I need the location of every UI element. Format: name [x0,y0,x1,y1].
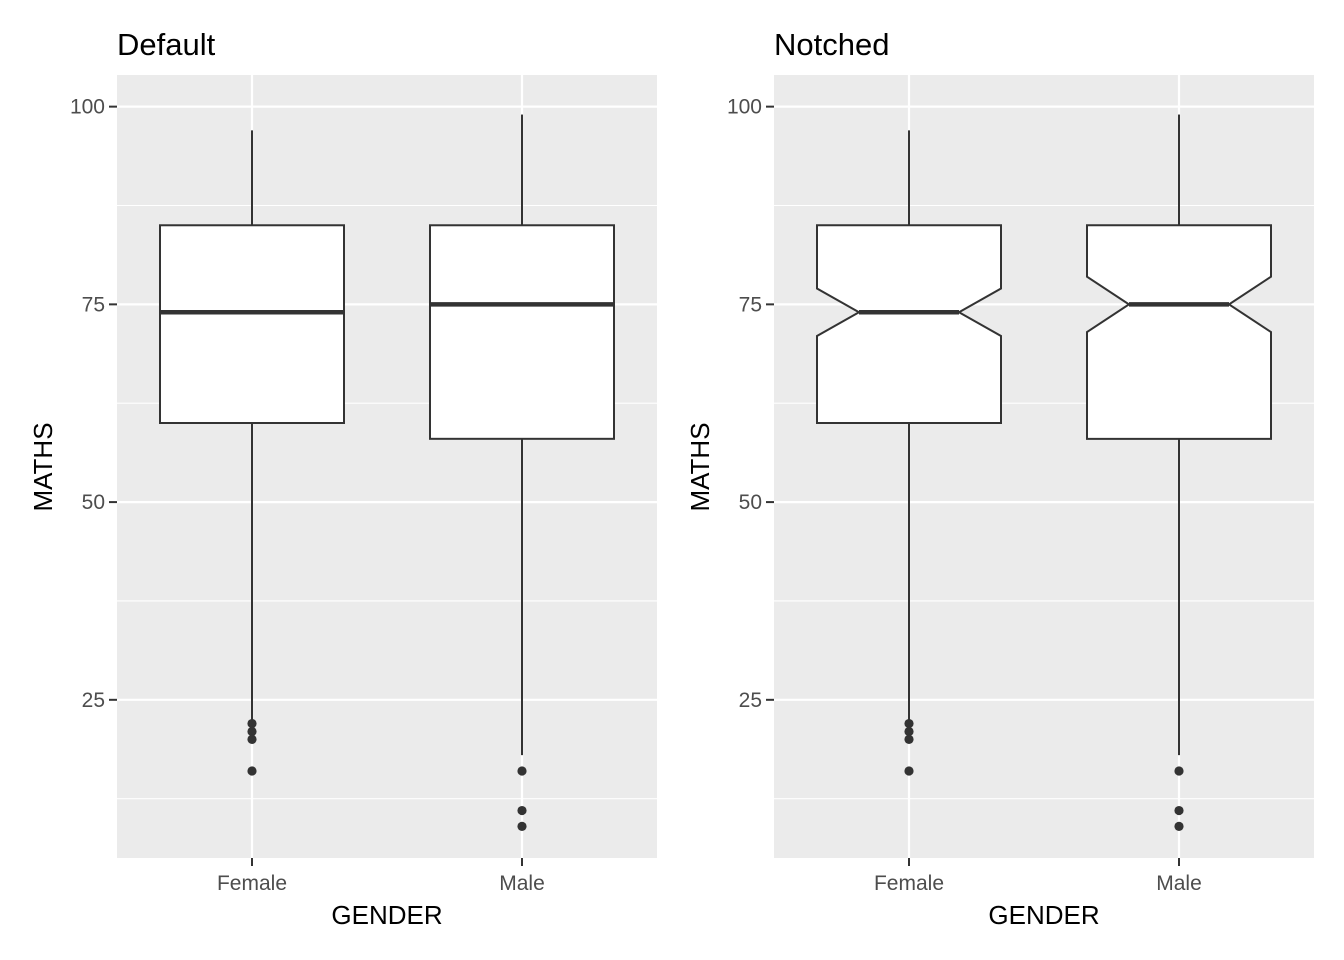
outlier-point [247,726,257,737]
outlier-point [517,821,527,831]
outlier-point [517,805,527,816]
x-tick-label-female: Female [874,872,944,895]
y-tick-label: 50 [82,491,105,514]
x-tick-label-male: Male [1156,872,1202,895]
y-tick-label: 25 [82,689,105,712]
y-tick-label: 75 [739,293,762,316]
y-axis-default: 25 50 75 100 [70,96,117,712]
outlier-point [247,766,257,776]
x-axis-title-notched: GENDER [988,900,1099,930]
outlier-point [904,726,914,737]
boxes-notched [816,114,1272,831]
outlier-point [247,718,257,729]
box-male [1086,114,1272,831]
boxes-default [159,114,615,831]
panel-default: Default 25 50 75 100 Female Male GENDER MATH… [28,27,657,930]
outlier-point [1174,766,1184,776]
y-axis-notched: 25 50 75 100 [727,96,774,712]
box-female [159,130,345,776]
y-tick-label: 100 [70,96,105,119]
notched-box-body [1086,224,1272,440]
outlier-point [1174,805,1184,816]
plot-area-notched [774,75,1314,858]
x-tick-label-female: Female [217,872,287,895]
box-male [429,114,615,831]
x-axis-default: Female Male [217,858,545,895]
x-axis-notched: Female Male [874,858,1202,895]
y-axis-title-default: MATHS [28,422,58,511]
outlier-point [247,734,257,744]
outlier-point [904,766,914,776]
x-axis-title-default: GENDER [331,900,442,930]
panel-notched: Notched 25 50 75 100 Female Male GENDER MATH… [685,27,1314,930]
outlier-point [1174,821,1184,831]
box-body [429,224,615,440]
panel-title-notched: Notched [774,27,889,62]
y-tick-label: 75 [82,293,105,316]
box-body [159,224,345,424]
outlier-point [517,766,527,776]
notched-box-body [816,224,1002,424]
y-axis-title-notched: MATHS [685,422,715,511]
outlier-point [904,734,914,744]
x-tick-label-male: Male [499,872,545,895]
box-female [816,130,1002,776]
outlier-point [904,718,914,729]
y-tick-label: 100 [727,96,762,119]
y-tick-label: 50 [739,491,762,514]
panel-title-default: Default [117,27,216,62]
y-tick-label: 25 [739,689,762,712]
plot-area-default [117,75,657,858]
